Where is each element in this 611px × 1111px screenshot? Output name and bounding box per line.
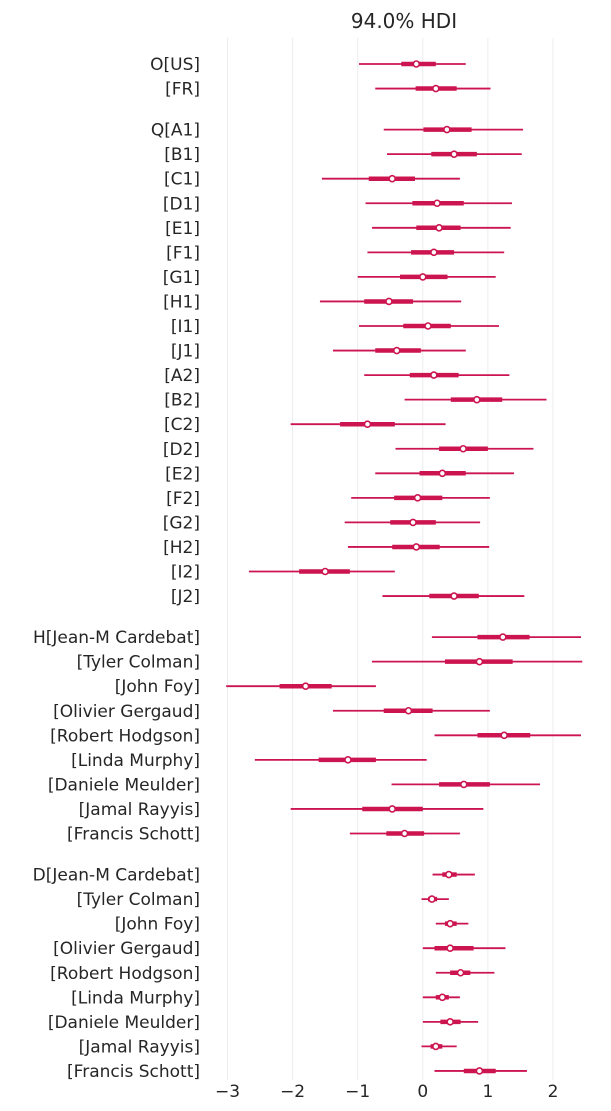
row-label: [J2] — [171, 587, 200, 607]
mean-point — [433, 199, 441, 208]
hdi-marks — [226, 60, 583, 1075]
mean-point — [430, 371, 438, 379]
x-tick-label: 2 — [548, 1082, 559, 1102]
row-label: [D2] — [163, 440, 200, 460]
mean-point — [388, 174, 397, 183]
x-axis: −3 −2 −1 0 1 2 — [215, 1082, 558, 1102]
mean-point — [432, 84, 440, 93]
x-tick-label: 1 — [482, 1082, 493, 1102]
mean-point — [446, 1018, 454, 1026]
mean-point — [443, 125, 451, 134]
mean-point — [392, 346, 401, 355]
row-label: [I1] — [171, 317, 200, 337]
row-label: [E2] — [165, 464, 200, 484]
mean-point — [473, 395, 481, 404]
x-tick-label: 0 — [417, 1082, 428, 1102]
grid-lines — [227, 38, 554, 1080]
mean-point — [446, 944, 454, 953]
row-label: D[Jean-M Cardebat] — [33, 866, 200, 886]
mean-point — [418, 273, 427, 281]
row-label: [I2] — [171, 563, 200, 583]
row-label: [Daniele Meulder] — [48, 1013, 200, 1033]
row-label: [Jamal Rayyis] — [79, 1037, 200, 1057]
row-label: [Tyler Colman] — [77, 890, 200, 910]
x-tick-label: −3 — [215, 1082, 240, 1102]
row-label: [A2] — [164, 366, 200, 386]
row-label: [F2] — [166, 489, 200, 509]
chart-title: 94.0% HDI — [351, 9, 457, 33]
mean-point — [475, 1067, 484, 1075]
row-label: [Francis Schott] — [67, 1062, 200, 1082]
row-label: [Daniele Meulder] — [48, 775, 200, 795]
row-label: [FR] — [165, 80, 200, 100]
row-label: [D1] — [163, 194, 200, 214]
mean-point — [499, 633, 507, 641]
row-label: [John Foy] — [115, 677, 200, 697]
mean-point — [409, 518, 417, 527]
mean-point — [450, 592, 458, 600]
row-label: H[Jean-M Cardebat] — [33, 628, 200, 648]
mean-point — [400, 829, 409, 838]
mean-point — [475, 657, 484, 666]
row-label: [Olivier Gergaud] — [53, 939, 200, 959]
mean-point — [432, 1042, 440, 1051]
mean-point — [435, 224, 443, 232]
mean-point — [412, 60, 421, 68]
row-label: [Linda Murphy] — [71, 988, 200, 1008]
mean-point — [438, 469, 447, 478]
mean-point — [385, 297, 393, 306]
mean-point — [301, 682, 310, 691]
row-label: [Robert Hodgson] — [50, 964, 200, 984]
row-label: [H2] — [163, 538, 200, 558]
mean-point — [388, 805, 397, 813]
mean-point — [363, 420, 372, 429]
mean-point — [430, 248, 438, 257]
row-label: [John Foy] — [115, 915, 200, 935]
mean-point — [424, 322, 432, 330]
mean-point — [456, 968, 465, 977]
row-label: [F1] — [166, 243, 200, 263]
mean-point — [450, 150, 458, 158]
row-label: [G1] — [163, 268, 200, 288]
x-tick-label: −2 — [280, 1082, 305, 1102]
row-label: [J1] — [171, 342, 200, 362]
row-label: O[US] — [150, 55, 200, 75]
mean-point — [321, 567, 329, 576]
row-labels: O[US] [FR] Q[A1] [B1] [C1] [D1] [E1] [F1] [G1] [H… — [33, 55, 200, 1082]
mean-point — [500, 731, 508, 740]
row-label: [Robert Hodgson] — [50, 726, 200, 746]
mean-point — [344, 756, 352, 764]
row-label: [G2] — [163, 513, 200, 533]
row-label: [B2] — [164, 391, 200, 411]
row-label: Q[A1] — [151, 121, 200, 141]
mean-point — [428, 895, 436, 903]
row-label: [C2] — [164, 415, 200, 435]
mean-point — [460, 780, 468, 789]
row-label: [Olivier Gergaud] — [53, 702, 200, 722]
mean-point — [438, 993, 447, 1002]
x-tick-label: −1 — [345, 1082, 370, 1102]
row-label: [Tyler Colman] — [77, 653, 200, 673]
row-label: [C1] — [164, 170, 200, 190]
row-label: [E1] — [165, 219, 200, 239]
row-label: [Jamal Rayyis] — [79, 800, 200, 820]
mean-point — [404, 706, 413, 715]
mean-point — [445, 870, 453, 879]
mean-point — [459, 444, 467, 453]
row-label: [Linda Murphy] — [71, 751, 200, 771]
mean-point — [412, 543, 421, 551]
row-label: [B1] — [164, 145, 200, 165]
mean-point — [446, 919, 454, 928]
mean-point — [413, 494, 422, 502]
row-label: [Francis Schott] — [67, 825, 200, 845]
row-label: [H1] — [163, 292, 200, 312]
